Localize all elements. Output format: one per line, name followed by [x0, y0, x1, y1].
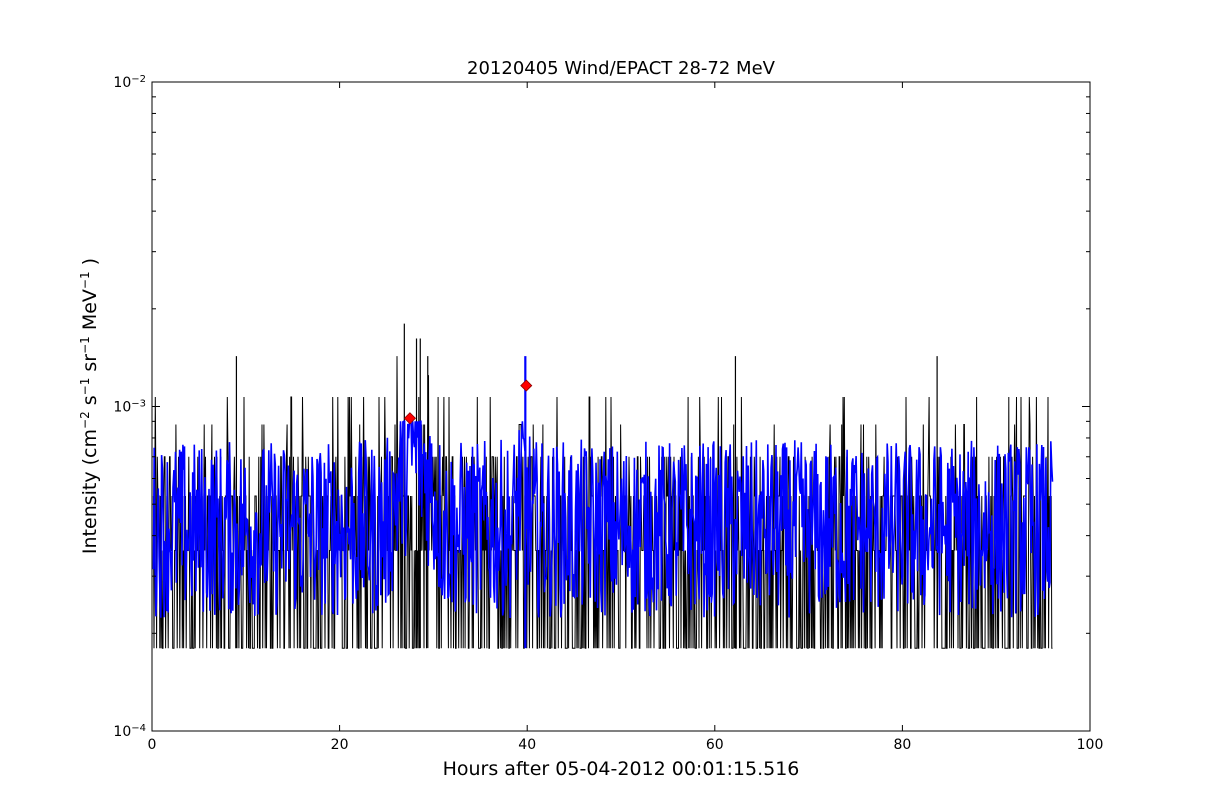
- ylabel-part-8: ): [79, 258, 101, 271]
- x-tick-label-4: 80: [893, 737, 911, 753]
- ylabel-part-3: −1: [78, 378, 92, 396]
- x-tick-label-0: 0: [148, 737, 157, 753]
- ylabel-part-7: −1: [78, 271, 92, 289]
- ylabel-part-0: Intensity (cm: [79, 429, 101, 554]
- series-smoothed: [152, 356, 1054, 649]
- y-tick-label-2: 10−2: [113, 74, 146, 92]
- ylabel-part-5: −1: [78, 336, 92, 354]
- x-tick-label-5: 100: [1077, 737, 1104, 753]
- event-marker-1: [520, 379, 533, 392]
- ylabel-part-6: MeV: [79, 289, 101, 336]
- x-tick-label-3: 60: [706, 737, 724, 753]
- y-axis-ticks: 10−4 10−3 10−2: [113, 74, 1090, 741]
- chart-title: 20120405 Wind/EPACT 28-72 MeV: [467, 58, 776, 79]
- event-marker-0: [403, 412, 417, 425]
- plot-area: [152, 82, 1090, 731]
- ylabel-part-4: sr: [79, 354, 101, 378]
- ylabel-part-2: s: [79, 395, 101, 411]
- ylabel-part-1: −2: [78, 411, 92, 429]
- x-tick-label-2: 40: [518, 737, 536, 753]
- event-markers: [403, 379, 533, 425]
- smoothed-intensity-line: [152, 420, 1054, 619]
- y-tick-label-0: 10−4: [113, 723, 146, 741]
- y-axis-label: Intensity (cm−2 s−1 sr−1 MeV−1 ): [78, 258, 101, 554]
- y-tick-label-1: 10−3: [113, 398, 146, 416]
- x-axis-ticks: 0 20 40 60 80 100: [148, 82, 1104, 753]
- x-axis-label: Hours after 05-04-2012 00:01:15.516: [443, 758, 800, 780]
- x-tick-label-1: 20: [331, 737, 349, 753]
